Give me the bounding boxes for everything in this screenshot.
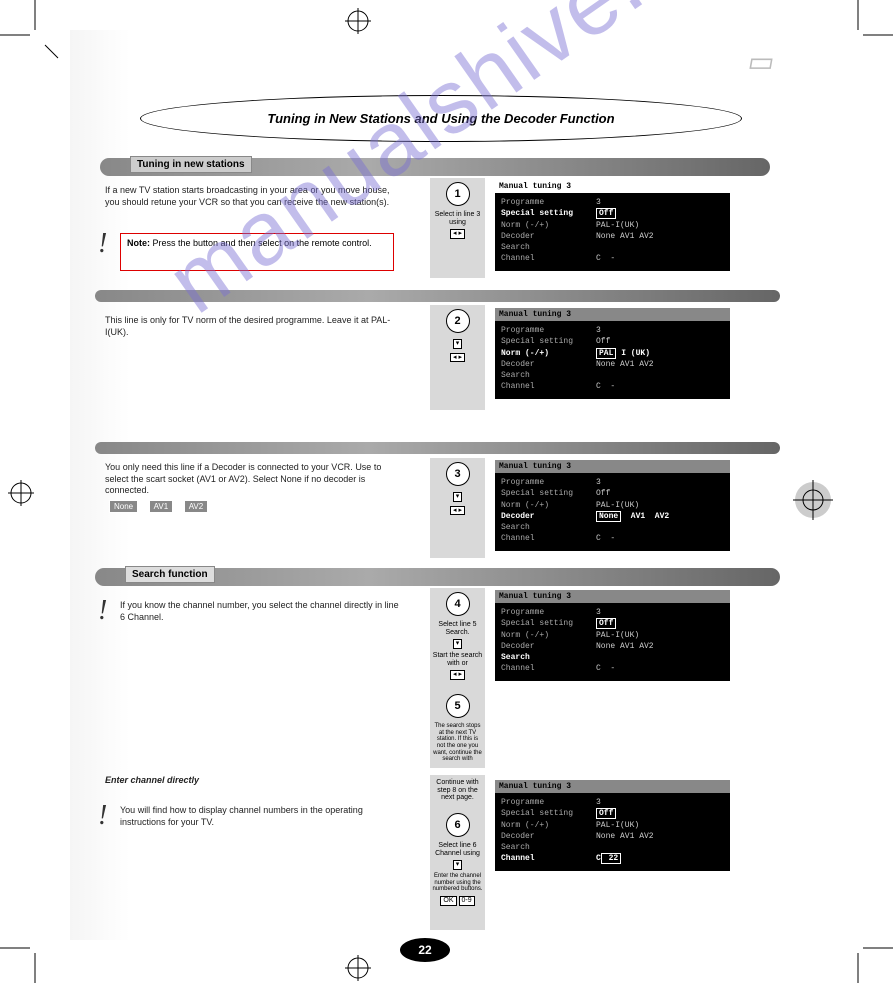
osd-screen-1: Manual tuning 3 Programme3 Special setti… xyxy=(495,180,730,271)
step-number: 1 xyxy=(446,182,470,206)
step-column: 1 Select in line 3 using ◂ ▸ xyxy=(430,178,485,278)
registration-mark-icon xyxy=(345,8,371,34)
step-number: 6 xyxy=(446,813,470,837)
section-divider xyxy=(95,290,780,302)
step-number: 3 xyxy=(446,462,470,486)
search-note: If you know the channel number, you sele… xyxy=(120,600,400,623)
section-heading-channel: Enter channel directly xyxy=(105,775,255,787)
osd-screen-5: Manual tuning 3 Programme3 Special setti… xyxy=(495,780,730,871)
page-number: 22 xyxy=(400,938,450,962)
step-number: 5 xyxy=(446,694,470,718)
note-box: Note: Press the button and then select o… xyxy=(120,233,394,271)
attention-icon: ! xyxy=(98,800,107,832)
registration-mark-icon xyxy=(8,480,34,506)
step3-text: You only need this line if a Decoder is … xyxy=(105,462,395,497)
registration-mark-icon xyxy=(345,955,371,981)
attention-icon: ! xyxy=(98,595,107,627)
osd-screen-3: Manual tuning 3 Programme3 Special setti… xyxy=(495,460,730,551)
channel-note: You will find how to display channel num… xyxy=(120,805,400,828)
step-number: 4 xyxy=(446,592,470,616)
step-column: 3 ▾ ◂ ▸ xyxy=(430,458,485,558)
step-number: 2 xyxy=(446,309,470,333)
section-heading-tuning: Tuning in new stations xyxy=(130,156,252,173)
osd-screen-4: Manual tuning 3 Programme3 Special setti… xyxy=(495,590,730,681)
osd-screen-2: Manual tuning 3 Programme3 Special setti… xyxy=(495,308,730,399)
intro-text: If a new TV station starts broadcasting … xyxy=(105,185,395,208)
registration-mark-icon xyxy=(793,480,833,520)
section-divider xyxy=(95,442,780,454)
step-column: 2 ▾ ◂ ▸ xyxy=(430,305,485,410)
decoder-options: None AV1 AV2 xyxy=(105,500,212,513)
page-title: Tuning in New Stations and Using the Dec… xyxy=(140,95,742,142)
section-heading-search: Search function xyxy=(125,566,215,583)
attention-icon: ! xyxy=(98,228,107,260)
step2-text: This line is only for TV norm of the des… xyxy=(105,315,395,338)
step-column: 4 Select line 5 Search. ▾ Start the sear… xyxy=(430,588,485,768)
vcr-corner-icon: ▭ xyxy=(745,45,806,80)
step-column: Continue with step 8 on the next page. 6… xyxy=(430,775,485,930)
